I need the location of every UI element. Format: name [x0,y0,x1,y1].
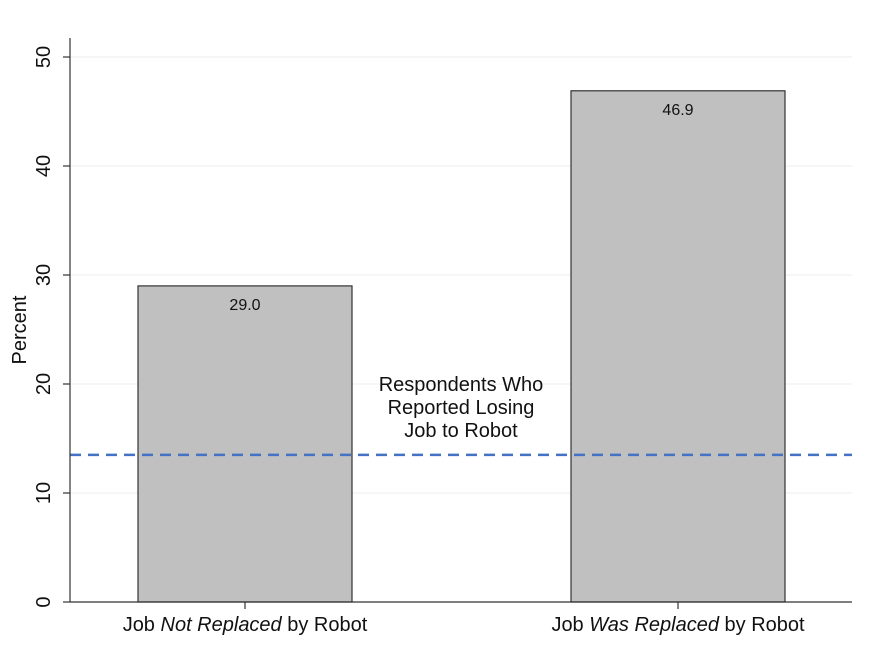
y-tick-label: 40 [33,155,55,177]
y-tick-label: 10 [33,482,55,504]
annotation-line: Job to Robot [404,420,518,442]
annotation-line: Respondents Who [379,374,544,396]
y-tick-label: 30 [33,264,55,286]
category-label-part: by Robot [282,614,368,636]
annotation-line: Reported Losing [388,397,535,419]
bar-value-label: 29.0 [229,297,260,314]
bar-value-label: 46.9 [662,102,693,119]
category-label-part: Not Replaced [161,614,283,636]
category-label-part: Job [123,614,161,636]
y-axis-title: Percent [9,295,31,364]
axes-layer [63,38,852,609]
y-tick-label: 50 [33,46,55,68]
bar [570,90,786,603]
bar [137,285,353,603]
bars-layer [137,90,786,603]
category-label-part: Was Replaced [589,614,720,636]
y-tick-label: 0 [33,596,55,607]
x-category-label: Job Not Replaced by Robot [123,614,368,636]
y-tick-label: 20 [33,373,55,395]
category-label-part: Job [551,614,589,636]
x-category-label: Job Was Replaced by Robot [551,614,805,636]
category-label-part: by Robot [719,614,805,636]
reference-line-annotation: Respondents Who Reported Losing Job to Rob… [379,374,544,442]
